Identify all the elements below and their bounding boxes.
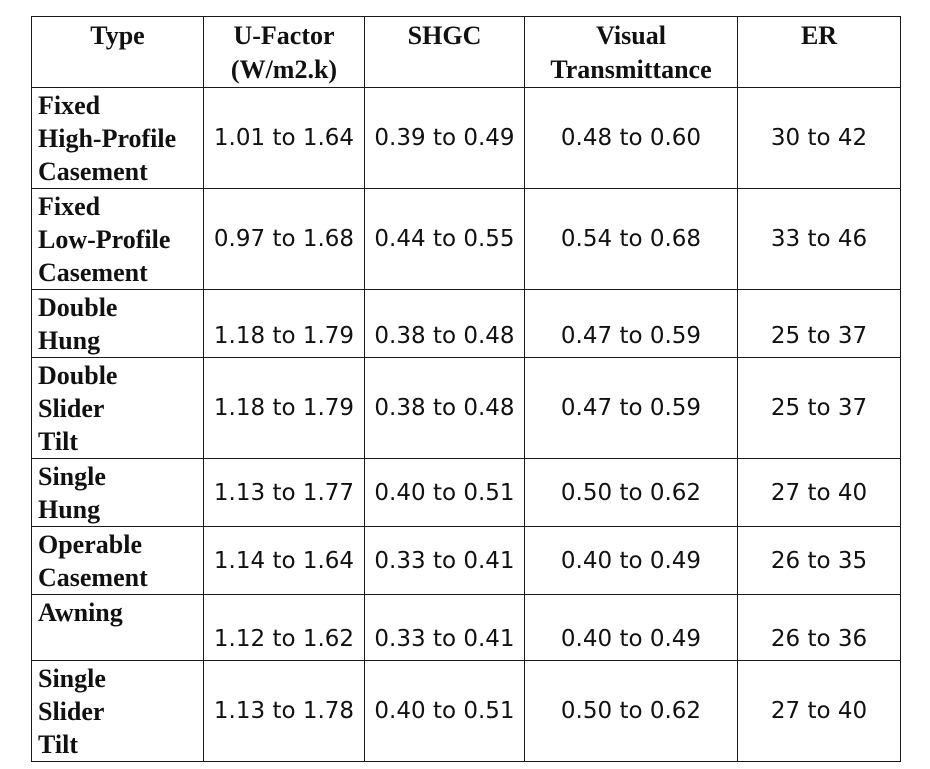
window-type-cell: Double Slider Tilt bbox=[31, 357, 204, 459]
u-factor-cell: 1.18 to 1.79 bbox=[203, 289, 365, 358]
window-type-cell: Operable Casement bbox=[31, 526, 204, 595]
er-cell: 25 to 37 bbox=[737, 357, 901, 459]
table-row: Fixed High-Profile Casement 1.01 to 1.64 0.3… bbox=[31, 87, 901, 189]
er-cell: 26 to 36 bbox=[737, 594, 901, 661]
visual-transmittance-cell: 0.40 to 0.49 bbox=[524, 594, 738, 661]
u-factor-cell: 1.01 to 1.64 bbox=[203, 87, 365, 189]
shgc-cell: 0.40 to 0.51 bbox=[364, 660, 525, 762]
er-cell: 33 to 46 bbox=[737, 188, 901, 290]
window-type-line: Double bbox=[38, 293, 118, 322]
shgc-cell: 0.33 to 0.41 bbox=[364, 526, 525, 595]
header-text-line: Transmittance bbox=[550, 55, 712, 84]
header-type: Type bbox=[31, 16, 204, 88]
table-row: Awning 1.12 to 1.62 0.33 to 0.41 0.40 to 0.… bbox=[31, 594, 901, 661]
visual-transmittance-cell: 0.50 to 0.62 bbox=[524, 458, 738, 527]
window-type-line: Tilt bbox=[38, 730, 78, 759]
window-type-cell: Single Hung bbox=[31, 458, 204, 527]
window-type-line: Casement bbox=[38, 157, 148, 186]
table-row: Single Slider Tilt 1.13 to 1.78 0.40 to 0.51… bbox=[31, 660, 901, 762]
window-type-line: Double bbox=[38, 361, 118, 390]
header-text-line: (W/m2.k) bbox=[230, 55, 338, 84]
shgc-cell: 0.40 to 0.51 bbox=[364, 458, 525, 527]
window-type-line: Single bbox=[38, 664, 106, 693]
window-type-line: Operable bbox=[38, 530, 142, 559]
window-performance-table: Type U-Factor (W/m2.k) SHGC Visual Transmitta… bbox=[31, 16, 901, 762]
header-text-line: ER bbox=[800, 21, 838, 50]
shgc-cell: 0.38 to 0.48 bbox=[364, 289, 525, 358]
u-factor-cell: 1.18 to 1.79 bbox=[203, 357, 365, 459]
visual-transmittance-cell: 0.50 to 0.62 bbox=[524, 660, 738, 762]
window-type-cell: Double Hung bbox=[31, 289, 204, 358]
visual-transmittance-cell: 0.48 to 0.60 bbox=[524, 87, 738, 189]
header-visual-transmittance: Visual Transmittance bbox=[524, 16, 738, 88]
u-factor-cell: 1.13 to 1.78 bbox=[203, 660, 365, 762]
visual-transmittance-cell: 0.40 to 0.49 bbox=[524, 526, 738, 595]
er-cell: 26 to 35 bbox=[737, 526, 901, 595]
window-type-line: Fixed bbox=[38, 91, 101, 120]
shgc-cell: 0.33 to 0.41 bbox=[364, 594, 525, 661]
header-text-line: SHGC bbox=[407, 21, 482, 50]
table-row: Fixed Low-Profile Casement 0.97 to 1.68 0.44… bbox=[31, 188, 901, 290]
table-row: Double Slider Tilt 1.18 to 1.79 0.38 to 0.48… bbox=[31, 357, 901, 459]
window-type-line: Single bbox=[38, 462, 106, 491]
header-row: Type U-Factor (W/m2.k) SHGC Visual Transmitta… bbox=[31, 16, 901, 88]
table-body: Fixed High-Profile Casement 1.01 to 1.64 0.3… bbox=[31, 87, 901, 762]
shgc-cell: 0.44 to 0.55 bbox=[364, 188, 525, 290]
u-factor-cell: 1.14 to 1.64 bbox=[203, 526, 365, 595]
table-row: Double Hung 1.18 to 1.79 0.38 to 0.48 0.47 t… bbox=[31, 289, 901, 358]
u-factor-cell: 1.12 to 1.62 bbox=[203, 594, 365, 661]
window-type-line: Hung bbox=[38, 495, 101, 524]
window-type-cell: Awning bbox=[31, 594, 204, 661]
window-type-cell: Fixed High-Profile Casement bbox=[31, 87, 204, 189]
table-row: Operable Casement 1.14 to 1.64 0.33 to 0.41… bbox=[31, 526, 901, 595]
window-type-line: Slider bbox=[38, 697, 105, 726]
er-cell: 25 to 37 bbox=[737, 289, 901, 358]
visual-transmittance-cell: 0.47 to 0.59 bbox=[524, 289, 738, 358]
visual-transmittance-cell: 0.54 to 0.68 bbox=[524, 188, 738, 290]
header-text-line: Visual bbox=[596, 21, 666, 50]
header-text-line: U-Factor bbox=[233, 21, 335, 50]
window-type-cell: Fixed Low-Profile Casement bbox=[31, 188, 204, 290]
header-u-factor: U-Factor (W/m2.k) bbox=[203, 16, 365, 88]
header-text-line: Type bbox=[90, 21, 145, 50]
header-shgc: SHGC bbox=[364, 16, 525, 88]
window-type-line: High-Profile bbox=[38, 124, 177, 153]
u-factor-cell: 0.97 to 1.68 bbox=[203, 188, 365, 290]
er-cell: 30 to 42 bbox=[737, 87, 901, 189]
shgc-cell: 0.39 to 0.49 bbox=[364, 87, 525, 189]
window-type-cell: Single Slider Tilt bbox=[31, 660, 204, 762]
er-cell: 27 to 40 bbox=[737, 660, 901, 762]
u-factor-cell: 1.13 to 1.77 bbox=[203, 458, 365, 527]
window-type-line: Hung bbox=[38, 326, 101, 355]
window-type-line: Low-Profile bbox=[38, 225, 171, 254]
window-type-line: Fixed bbox=[38, 192, 101, 221]
header-er: ER bbox=[737, 16, 901, 88]
window-performance-table-container: Type U-Factor (W/m2.k) SHGC Visual Transmitta… bbox=[31, 16, 901, 762]
window-type-line: Awning bbox=[38, 598, 123, 627]
shgc-cell: 0.38 to 0.48 bbox=[364, 357, 525, 459]
window-type-line: Slider bbox=[38, 394, 105, 423]
window-type-line: Casement bbox=[38, 258, 148, 287]
visual-transmittance-cell: 0.47 to 0.59 bbox=[524, 357, 738, 459]
window-type-line: Tilt bbox=[38, 427, 78, 456]
table-header: Type U-Factor (W/m2.k) SHGC Visual Transmitta… bbox=[31, 16, 901, 88]
table-row: Single Hung 1.13 to 1.77 0.40 to 0.51 0.50 t… bbox=[31, 458, 901, 527]
window-type-line: Casement bbox=[38, 563, 148, 592]
er-cell: 27 to 40 bbox=[737, 458, 901, 527]
